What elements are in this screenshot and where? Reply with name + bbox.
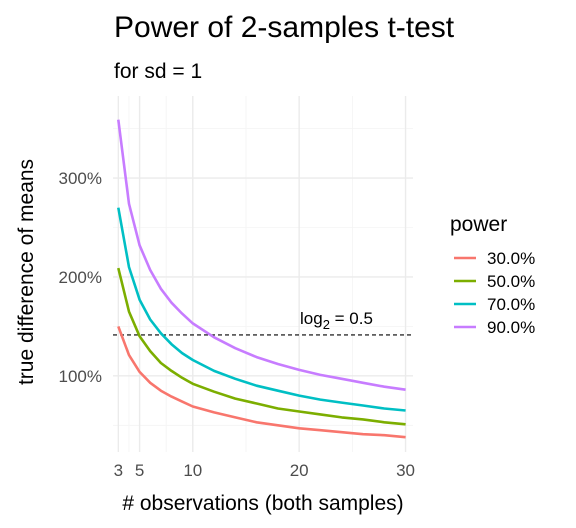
legend-title: power (450, 213, 507, 236)
series-line-50.0% (117, 267, 406, 426)
x-tick-label: 30 (396, 461, 415, 480)
y-tick-label: 100% (59, 367, 102, 386)
series-line-90.0% (117, 119, 406, 391)
legend-label: 90.0% (487, 318, 535, 337)
x-tick-label: 20 (290, 461, 309, 480)
grid (113, 96, 413, 452)
legend: power 30.0% 50.0% 70.0% 90.0% (450, 213, 535, 337)
reference-line-label: log2 = 0.5 (300, 309, 373, 332)
x-tick-label: 5 (135, 461, 144, 480)
y-axis-ticks: 100% 200% 300% (59, 169, 102, 386)
series-group (117, 119, 406, 439)
legend-label: 50.0% (487, 272, 535, 291)
chart-title: Power of 2-samples t-test (114, 11, 455, 44)
series-line-70.0% (117, 207, 406, 412)
legend-label: 70.0% (487, 295, 535, 314)
y-axis-title: true difference of means (15, 159, 38, 385)
x-axis-title: # observations (both samples) (122, 492, 403, 515)
y-tick-label: 300% (59, 169, 102, 188)
x-tick-label: 10 (183, 461, 202, 480)
series-line-30.0% (117, 325, 406, 439)
y-tick-label: 200% (59, 268, 102, 287)
x-axis-ticks: 3 5 10 20 30 (114, 461, 415, 480)
chart-subtitle: for sd = 1 (114, 60, 202, 83)
legend-label: 30.0% (487, 249, 535, 268)
x-tick-label: 3 (114, 461, 123, 480)
